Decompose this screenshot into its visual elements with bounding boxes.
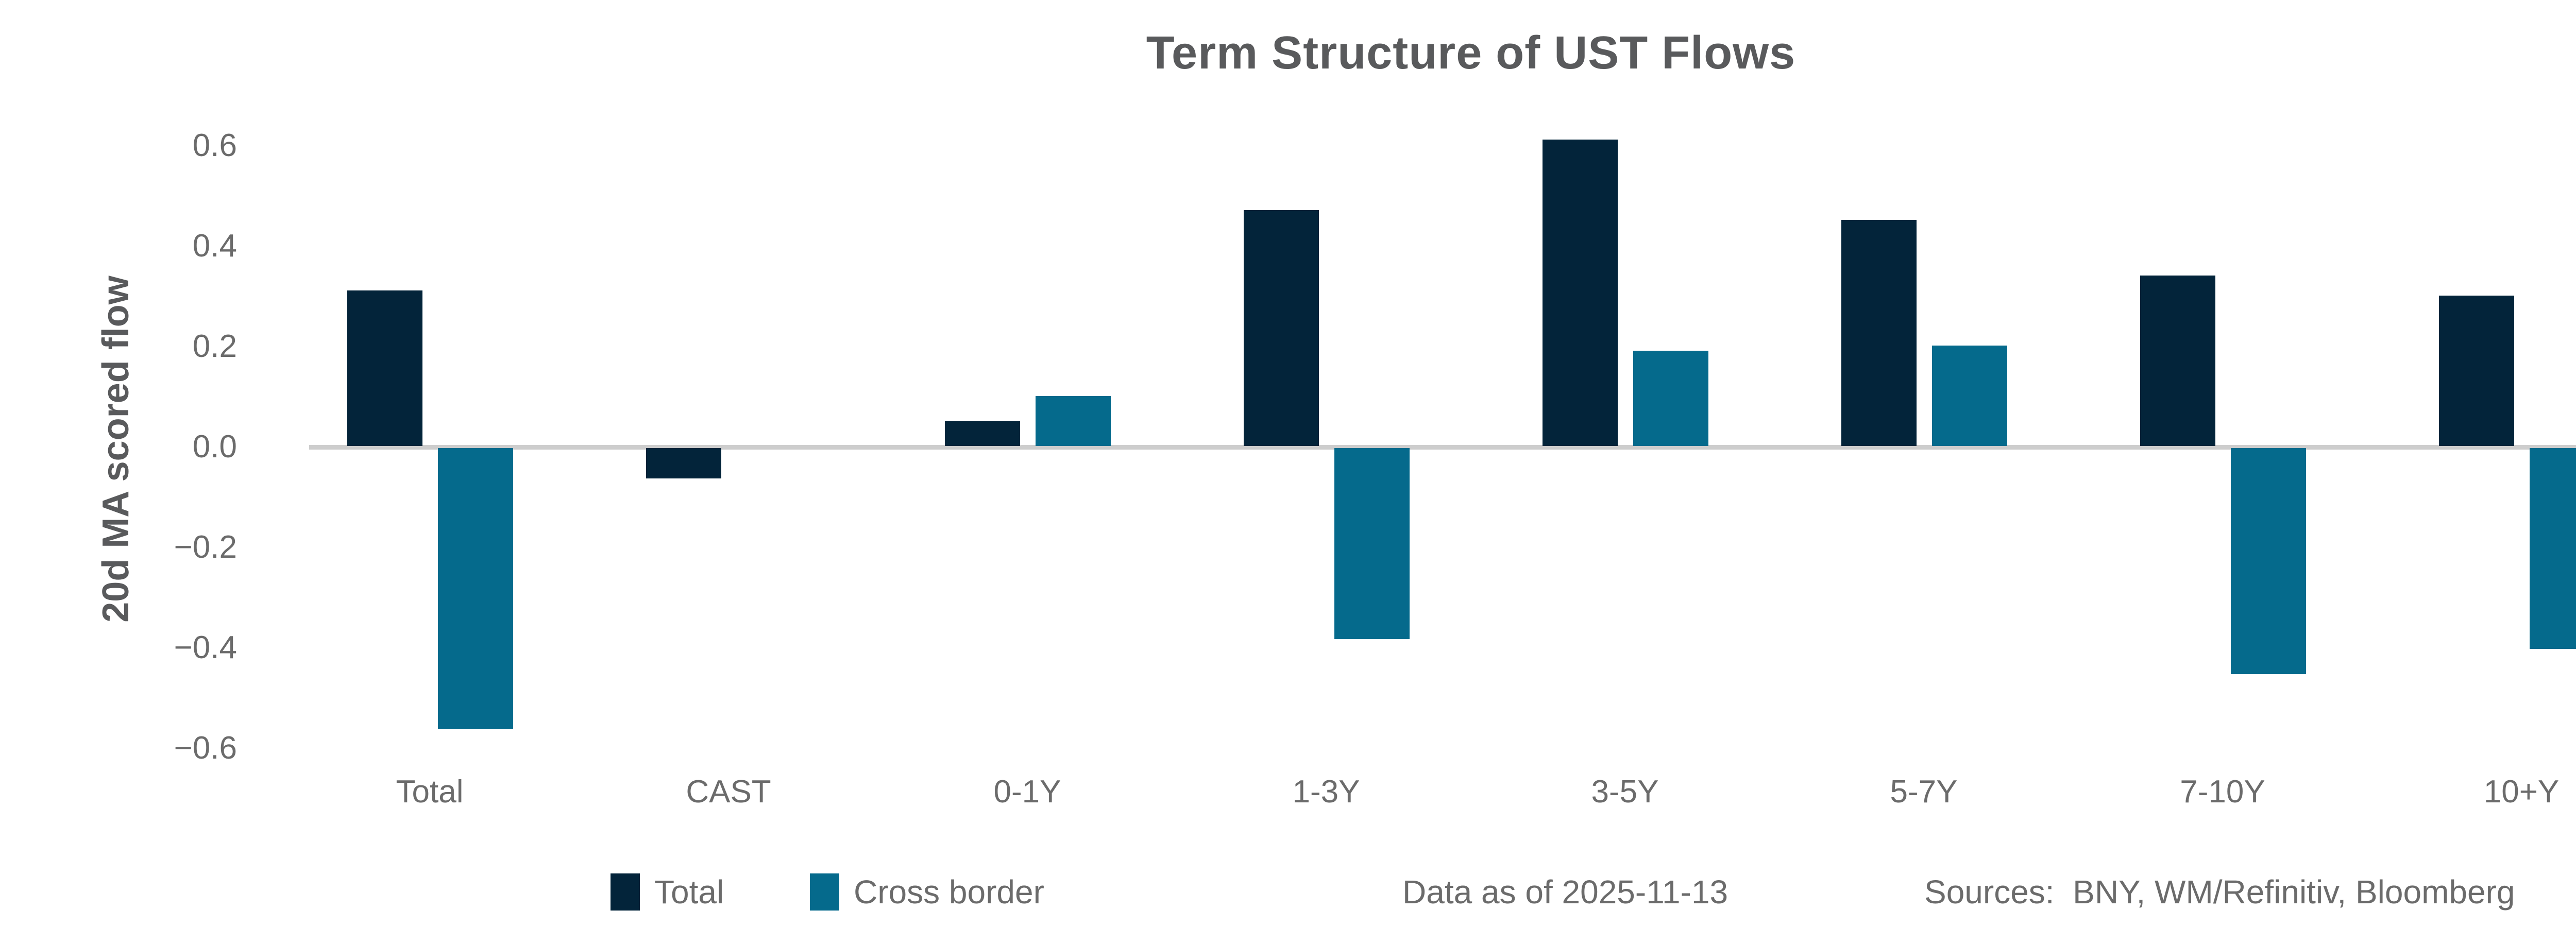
bar-cross-border-7-10y (2231, 448, 2306, 674)
x-tick-label: 7-10Y (2180, 774, 2265, 810)
bar-total-1-3y (1244, 210, 1319, 446)
bar-cross-border-1-3y (1334, 448, 1410, 639)
x-tick-label: 3-5Y (1591, 774, 1659, 810)
y-tick-label: 0.0 (192, 429, 237, 465)
bar-cross-border-10+y (2530, 448, 2576, 649)
bar-total-5-7y (1841, 220, 1917, 446)
y-tick-label: 0.2 (192, 329, 237, 364)
bar-cross-border-0-1y (1036, 396, 1111, 446)
x-tick-label: 0-1Y (993, 774, 1061, 810)
x-tick-label: CAST (686, 774, 771, 810)
legend-label-total: Total (654, 873, 724, 911)
sources-text: Sources: BNY, WM/Refinitiv, Bloomberg (1924, 873, 2515, 911)
legend-swatch-total (611, 873, 640, 911)
bar-total-cast (646, 448, 721, 478)
y-tick-label: −0.6 (174, 730, 237, 766)
bar-cross-border-5-7y (1932, 346, 2007, 446)
x-tick-label: 10+Y (2483, 774, 2560, 810)
bar-total-3-5y (1543, 140, 1618, 446)
legend-item-cross-border: Cross border (810, 871, 1044, 913)
legend-item-total: Total (611, 871, 724, 913)
footer-row: Total Cross border Data as of 2025-11-13… (0, 871, 2576, 918)
x-tick-label: 1-3Y (1292, 774, 1360, 810)
y-tick-label: 0.4 (192, 228, 237, 264)
chart-title: Term Structure of UST Flows (1146, 27, 1796, 79)
bar-total-7-10y (2140, 275, 2215, 446)
bar-total-total (347, 290, 422, 446)
data-as-of-text: Data as of 2025-11-13 (1402, 873, 1728, 911)
zero-axis-line (309, 445, 2576, 450)
bar-cross-border-total (438, 448, 513, 729)
bar-total-0-1y (945, 421, 1020, 446)
x-tick-label: 5-7Y (1890, 774, 1958, 810)
legend-swatch-cross-border (810, 873, 839, 911)
bar-total-10+y (2439, 295, 2514, 446)
x-tick-label: Total (396, 774, 464, 810)
legend-label-cross-border: Cross border (854, 873, 1044, 911)
y-tick-label: 0.6 (192, 128, 237, 163)
y-tick-label: −0.2 (174, 529, 237, 565)
y-tick-label: −0.4 (174, 630, 237, 665)
bar-cross-border-3-5y (1633, 350, 1708, 446)
